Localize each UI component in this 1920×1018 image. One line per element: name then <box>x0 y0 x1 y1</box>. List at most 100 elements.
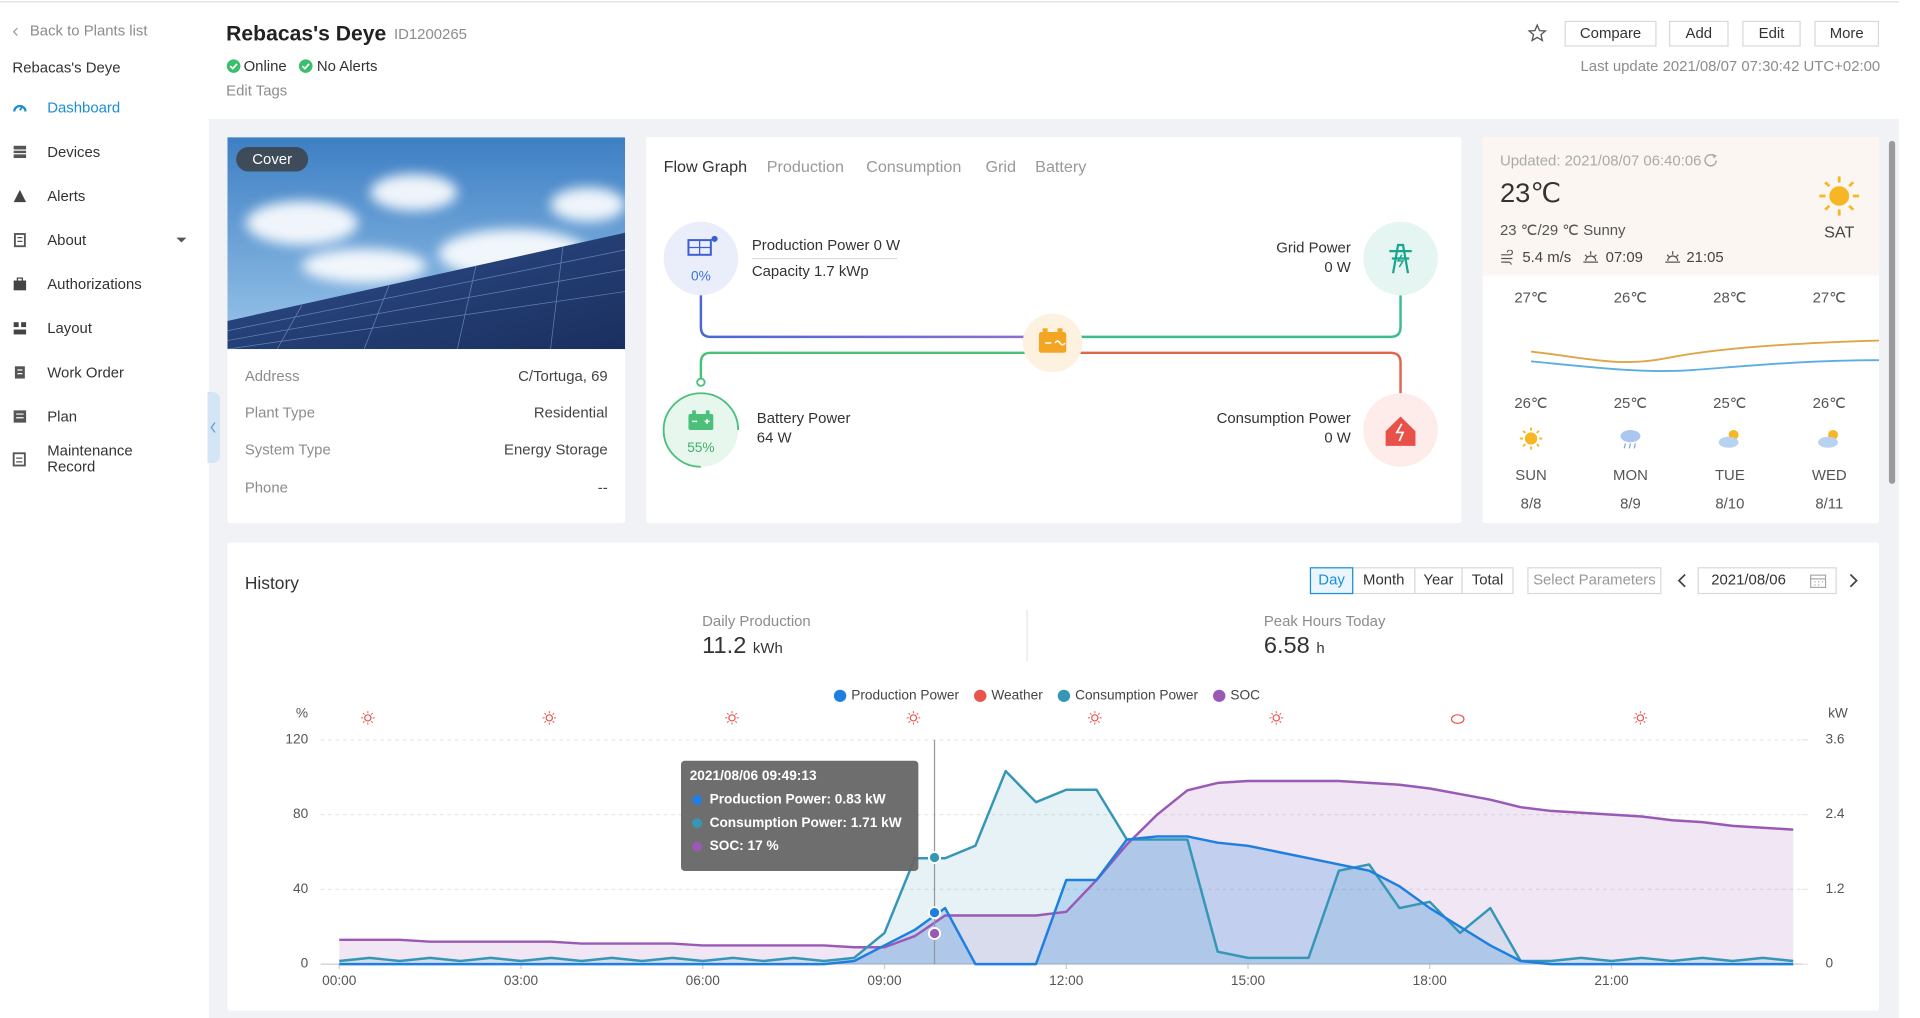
forecast-high: 26℃ <box>1613 289 1648 307</box>
icon-part <box>1623 443 1637 449</box>
hover-point <box>927 927 942 940</box>
back-icon[interactable] <box>10 25 22 40</box>
graphic <box>370 173 458 211</box>
menu-item[interactable]: Alerts <box>47 187 86 205</box>
scrollbar[interactable] <box>1888 140 1896 484</box>
status-text: Online <box>243 57 287 75</box>
favorite-star[interactable] <box>1527 23 1548 43</box>
forecast-day: MON <box>1613 466 1648 484</box>
forecast-low: 25℃ <box>1713 394 1747 412</box>
legend-swatch <box>974 689 987 702</box>
calendar-icon[interactable] <box>1809 572 1827 589</box>
graphic <box>276 304 303 350</box>
graphic <box>1396 254 1405 268</box>
flow-tab[interactable]: Production <box>767 158 844 176</box>
forecast-day: SUN <box>1515 466 1547 484</box>
range-button[interactable]: Day <box>1309 567 1354 595</box>
y-tick-label: 40 <box>293 881 309 896</box>
icon-part <box>1522 430 1526 434</box>
flow-tab[interactable]: Grid <box>985 158 1016 176</box>
date-picker[interactable]: 2021/08/06 <box>1697 567 1837 595</box>
production-power: Production Power 0 W <box>752 238 900 254</box>
back-link[interactable]: Back to Plants list <box>29 22 148 40</box>
right-margin <box>1898 0 1920 1018</box>
graphic <box>1824 181 1831 188</box>
menu-item[interactable]: Layout <box>47 319 92 337</box>
previous-date[interactable] <box>1674 572 1691 589</box>
legend-swatch <box>1213 689 1226 702</box>
menu-item[interactable]: Devices <box>47 143 101 161</box>
weather-glyph <box>552 712 555 715</box>
icon-part <box>1818 436 1838 448</box>
battery-percent: 55% <box>687 440 714 455</box>
y2-axis-label: kW <box>1828 706 1848 721</box>
graphic <box>1849 573 1858 588</box>
header-button[interactable]: More <box>1814 20 1879 47</box>
weather-glyph <box>734 720 738 723</box>
graphic <box>550 246 564 350</box>
plot: % kW 0 40 80 120 0 1.2 2.4 3.6 00:00 03:00 06:00 09:0… <box>285 687 1848 987</box>
weather-glyph <box>362 720 365 723</box>
icon-part <box>1718 429 1739 448</box>
forecast-low: 26℃ <box>1514 394 1548 412</box>
stat-value: 6.58 h <box>1264 632 1325 663</box>
dropdown-caret[interactable] <box>176 236 187 243</box>
forecast-low: 25℃ <box>1613 394 1648 412</box>
collapse-tab[interactable] <box>207 392 220 464</box>
flow-tab[interactable]: Flow Graph <box>664 158 747 176</box>
header-button[interactable]: Compare <box>1564 20 1657 47</box>
collapse-icon <box>210 422 216 433</box>
parameter-select[interactable]: Select Parameters <box>1527 567 1662 595</box>
graphic <box>1501 249 1513 265</box>
edit-tags[interactable]: Edit Tags <box>226 82 288 100</box>
weather-glyph <box>544 720 547 723</box>
graphic <box>1677 573 1686 588</box>
y-axis-label: % <box>296 706 308 721</box>
range-button[interactable]: Total <box>1461 567 1514 595</box>
graphic <box>711 235 718 242</box>
graphic <box>550 187 626 222</box>
area-fill <box>339 836 1794 965</box>
header-button[interactable]: Edit <box>1742 20 1801 47</box>
graphic <box>13 322 19 328</box>
graphic <box>1667 255 1679 262</box>
menu-item[interactable]: Maintenance Record <box>47 442 133 476</box>
menu-item[interactable]: About <box>47 231 87 249</box>
icon-part <box>1522 443 1526 448</box>
grid-icon <box>1389 243 1412 274</box>
grid-value: 0 W <box>1324 260 1351 276</box>
area-fill <box>339 771 1794 965</box>
forecast-icon <box>1519 426 1544 451</box>
menu-item[interactable]: Work Order <box>47 363 125 381</box>
battery-label: Battery Power <box>757 411 851 427</box>
tooltip-item: Consumption Power: 1.71 kW <box>710 815 902 830</box>
next-date[interactable] <box>1844 572 1861 589</box>
flow-tab[interactable]: Consumption <box>866 158 961 176</box>
stat-label: Daily Production <box>702 612 811 630</box>
graphic <box>1042 328 1048 332</box>
graphic <box>246 200 358 246</box>
graphic <box>13 104 27 112</box>
weather-glyph <box>1635 720 1638 723</box>
menu-item[interactable]: Dashboard <box>47 99 121 117</box>
y-tick-label: 0 <box>301 956 309 971</box>
graphic <box>1057 328 1063 332</box>
flow-tab[interactable]: Battery <box>1035 158 1086 176</box>
weather-glyph <box>1097 712 1101 715</box>
graphic <box>301 248 427 283</box>
sunrise-icon <box>1583 251 1599 263</box>
header-button[interactable]: Add <box>1668 20 1729 47</box>
menu-item[interactable]: Plan <box>47 407 78 426</box>
battery-icon <box>688 410 714 430</box>
production-percent: 0% <box>691 268 711 283</box>
detail-label: Address <box>244 367 300 385</box>
graphic <box>1583 251 1599 263</box>
house-icon <box>1385 416 1416 446</box>
weather-glyph <box>908 712 911 715</box>
refresh-icon[interactable] <box>1703 152 1720 169</box>
menu-item[interactable]: Authorizations <box>47 275 142 293</box>
range-button[interactable]: Year <box>1414 567 1463 595</box>
icon-part <box>1628 443 1632 449</box>
weather-glyph <box>1450 714 1465 724</box>
